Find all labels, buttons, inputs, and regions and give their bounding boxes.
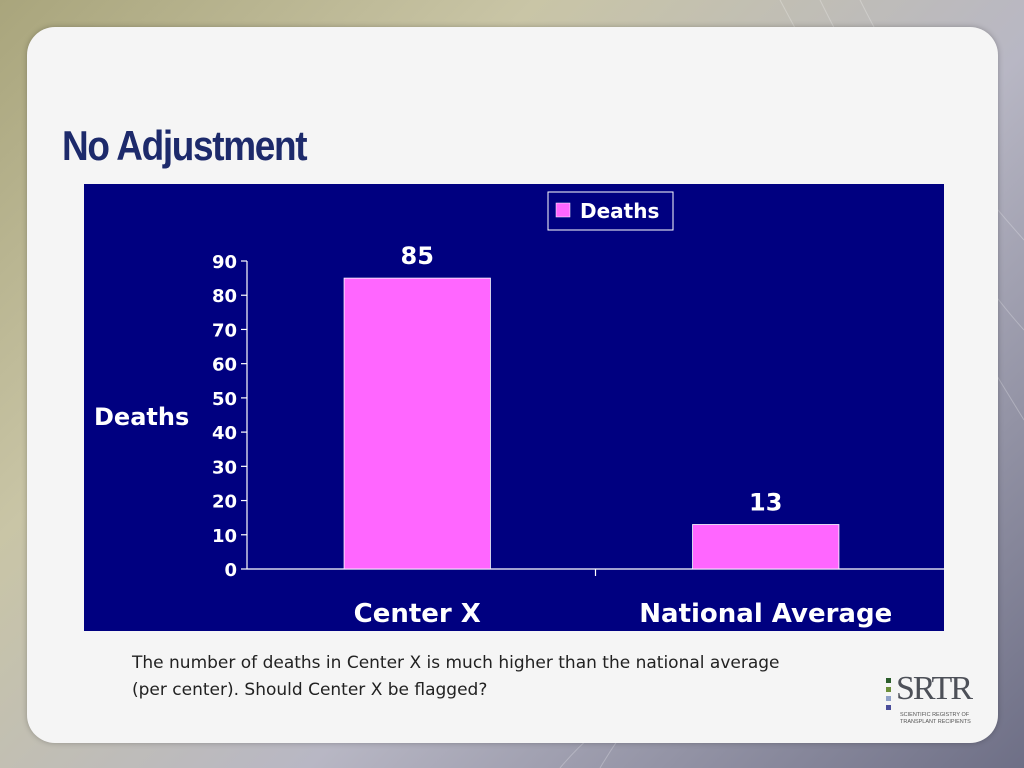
data-label: 85	[401, 242, 434, 270]
y-axis-label: Deaths	[94, 403, 189, 431]
legend-box	[547, 191, 674, 231]
y-tick-label: 0	[224, 560, 237, 581]
x-axis-labels: Center X National Average	[354, 599, 893, 629]
logo-wordmark: SRTR	[896, 670, 973, 707]
logo-subtitle-line-1: Scientific Registry of	[900, 712, 970, 718]
logo-subtitle: Scientific Registry of Transplant Recipi…	[900, 712, 990, 726]
slide-title: No Adjustment	[62, 122, 308, 169]
caption-line-2: (per center). Should Center X be flagged…	[132, 680, 488, 700]
y-tick-label: 20	[212, 492, 237, 513]
y-tick-label: 40	[212, 423, 237, 444]
y-tick-label: 70	[212, 320, 237, 341]
bar-national-average	[692, 524, 840, 570]
y-tick-label: 80	[212, 286, 237, 307]
legend: Deaths	[547, 191, 674, 231]
x-category-label: Center X	[354, 599, 481, 629]
bars: 85 13	[343, 242, 840, 570]
y-tick-label: 10	[212, 526, 237, 547]
legend-label: Deaths	[580, 199, 659, 223]
data-label: 13	[749, 489, 782, 517]
bar-chart: Deaths Deaths 0 10 20 30 40 50 60 70 80 90 85 13 C…	[84, 184, 944, 631]
y-tick-label: 50	[212, 389, 237, 410]
caption: The number of deaths in Center X is much…	[132, 650, 852, 704]
y-tick-label: 60	[212, 355, 237, 376]
bar-center-x	[343, 277, 491, 570]
x-category-label: National Average	[639, 599, 892, 629]
logo-squares	[886, 678, 894, 714]
chart-svg: Deaths Deaths 0 10 20 30 40 50 60 70 80 90 85 13 C…	[84, 184, 944, 631]
logo-subtitle-line-2: Transplant Recipients	[900, 719, 971, 725]
legend-swatch	[555, 202, 571, 218]
caption-line-1: The number of deaths in Center X is much…	[132, 653, 780, 673]
y-tick-label: 90	[212, 252, 237, 273]
srtr-logo: SRTR Scientific Registry of Transplant R…	[886, 670, 986, 730]
y-tick-label: 30	[212, 457, 237, 478]
